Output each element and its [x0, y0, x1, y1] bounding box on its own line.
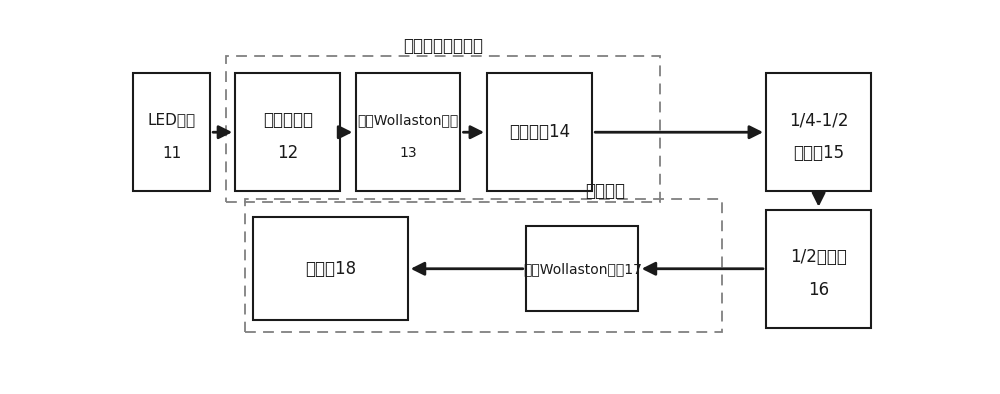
Bar	[766, 210, 871, 328]
Bar	[253, 217, 408, 320]
Bar	[356, 73, 460, 191]
Text: 波片组15: 波片组15	[793, 145, 844, 162]
Text: 探测系统: 探测系统	[586, 182, 626, 201]
Bar	[526, 226, 638, 311]
Bar	[235, 73, 340, 191]
Text: 磁光晶体14: 磁光晶体14	[509, 123, 570, 141]
Text: 11: 11	[162, 146, 181, 161]
Bar	[226, 56, 660, 202]
Text: 16: 16	[808, 281, 829, 299]
Text: 1/2波片组: 1/2波片组	[790, 247, 847, 266]
Bar	[766, 73, 871, 191]
Text: 光子初态制备系统: 光子初态制备系统	[403, 37, 483, 55]
Bar	[245, 199, 722, 333]
Text: 光谱仪18: 光谱仪18	[305, 260, 356, 278]
Bar	[133, 73, 210, 191]
Text: 1/4-1/2: 1/4-1/2	[789, 111, 848, 129]
Bar	[487, 73, 592, 191]
Text: 12: 12	[277, 145, 298, 162]
Text: LED光源: LED光源	[147, 113, 196, 128]
Text: 准直透镜组: 准直透镜组	[263, 111, 313, 129]
Text: 13: 13	[399, 147, 417, 160]
Text: 第二Wollaston棱镜17: 第二Wollaston棱镜17	[523, 262, 642, 276]
Text: 第一Wollaston棱镜: 第一Wollaston棱镜	[357, 113, 458, 127]
